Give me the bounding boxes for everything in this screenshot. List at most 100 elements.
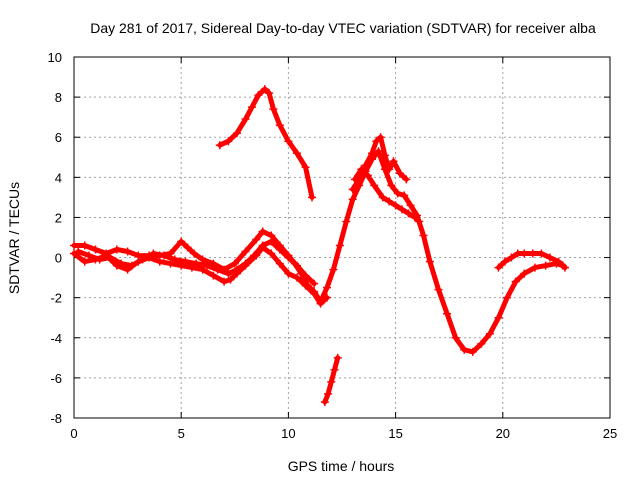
data-point-marker — [385, 165, 394, 174]
data-point-marker — [91, 245, 100, 254]
data-point-marker — [170, 255, 179, 264]
data-point-marker — [80, 241, 89, 250]
data-point-marker — [232, 265, 241, 274]
data-point-marker — [410, 213, 419, 222]
data-point-marker — [265, 89, 274, 98]
y-axis-title: SDTVAR / TECUs — [6, 182, 22, 294]
data-point-marker — [374, 147, 383, 156]
data-point-marker — [241, 115, 250, 124]
data-point-marker — [333, 353, 342, 362]
data-point-marker — [419, 231, 428, 240]
y-tick-label: 10 — [48, 50, 62, 65]
data-point-marker — [477, 339, 486, 348]
data-point-marker — [391, 201, 400, 210]
data-point-marker — [95, 255, 104, 264]
chart-title: Day 281 of 2017, Sidereal Day-to-day VTE… — [90, 20, 596, 36]
data-point-marker — [192, 259, 201, 268]
data-point-marker — [275, 245, 284, 254]
data-point-marker — [494, 313, 503, 322]
data-point-marker — [181, 257, 190, 266]
data-point-marker — [370, 181, 379, 190]
data-point-marker — [443, 309, 452, 318]
series-line — [217, 86, 315, 200]
data-point-marker — [324, 389, 333, 398]
data-point-marker — [254, 91, 263, 100]
data-point-marker — [342, 217, 351, 226]
data-point-marker — [117, 259, 126, 268]
series-line — [71, 245, 330, 307]
data-point-marker — [385, 197, 394, 206]
data-point-marker — [530, 263, 539, 272]
data-point-marker — [460, 345, 469, 354]
data-point-marker — [335, 241, 344, 250]
data-point-marker — [387, 181, 396, 190]
series-trace-c — [74, 237, 319, 288]
data-point-marker — [284, 253, 293, 262]
series-trace-a — [70, 147, 567, 356]
data-point-marker — [213, 265, 222, 274]
data-point-marker — [322, 293, 331, 302]
data-point-marker — [260, 85, 269, 94]
data-point-marker — [258, 227, 267, 236]
data-point-marker — [520, 269, 529, 278]
x-tick-label: 10 — [281, 426, 295, 441]
data-point-marker — [269, 105, 278, 114]
axis-ticks: 0 5 10 15 20 25 -8 -6 -4 -2 0 2 4 6 8 10 — [48, 50, 618, 441]
y-tick-label: 6 — [55, 130, 62, 145]
grid-lines — [74, 57, 610, 418]
series-trace-e — [320, 353, 342, 406]
data-point-marker — [329, 265, 338, 274]
data-point-marker — [224, 269, 233, 278]
y-tick-label: -8 — [50, 411, 62, 426]
data-point-marker — [451, 333, 460, 342]
data-point-marker — [127, 261, 136, 270]
y-tick-label: -2 — [50, 291, 62, 306]
data-point-marker — [284, 137, 293, 146]
y-tick-label: -6 — [50, 371, 62, 386]
data-point-marker — [348, 185, 357, 194]
y-tick-label: -4 — [50, 331, 62, 346]
series-trace-h — [494, 249, 569, 272]
data-point-marker — [398, 205, 407, 214]
data-point-marker — [545, 253, 554, 262]
data-point-marker — [560, 263, 569, 272]
data-point-marker — [389, 157, 398, 166]
data-point-marker — [350, 175, 359, 184]
data-point-marker — [402, 175, 411, 184]
data-point-marker — [415, 217, 424, 226]
series-trace-d — [215, 85, 316, 202]
data-point-marker — [250, 251, 259, 260]
x-tick-label: 15 — [388, 426, 402, 441]
y-tick-label: 2 — [55, 210, 62, 225]
data-point-marker — [74, 247, 83, 256]
data-point-marker — [520, 249, 529, 258]
data-point-marker — [301, 163, 310, 172]
data-point-marker — [292, 261, 301, 270]
data-point-marker — [368, 149, 377, 158]
data-point-marker — [316, 299, 325, 308]
data-point-marker — [310, 279, 319, 288]
data-point-marker — [70, 241, 78, 250]
series-trace-f — [348, 133, 411, 194]
x-tick-label: 5 — [178, 426, 185, 441]
data-point-marker — [468, 347, 477, 356]
data-point-marker — [330, 365, 339, 374]
data-point-marker — [406, 201, 415, 210]
data-point-marker — [500, 257, 509, 266]
data-point-marker — [541, 261, 550, 270]
data-point-marker — [327, 377, 336, 386]
data-point-marker — [393, 189, 402, 198]
data-point-marker — [258, 241, 267, 250]
data-point-marker — [202, 261, 211, 270]
data-point-marker — [528, 249, 537, 258]
data-point-marker — [380, 151, 389, 160]
data-point-marker — [267, 249, 276, 258]
data-point-marker — [425, 257, 434, 266]
data-point-marker — [252, 235, 261, 244]
data-point-marker — [160, 251, 169, 260]
data-point-marker — [166, 259, 175, 268]
data-point-marker — [361, 161, 370, 170]
data-point-marker — [307, 193, 316, 202]
data-point-marker — [190, 249, 199, 258]
y-tick-label: 8 — [55, 90, 62, 105]
